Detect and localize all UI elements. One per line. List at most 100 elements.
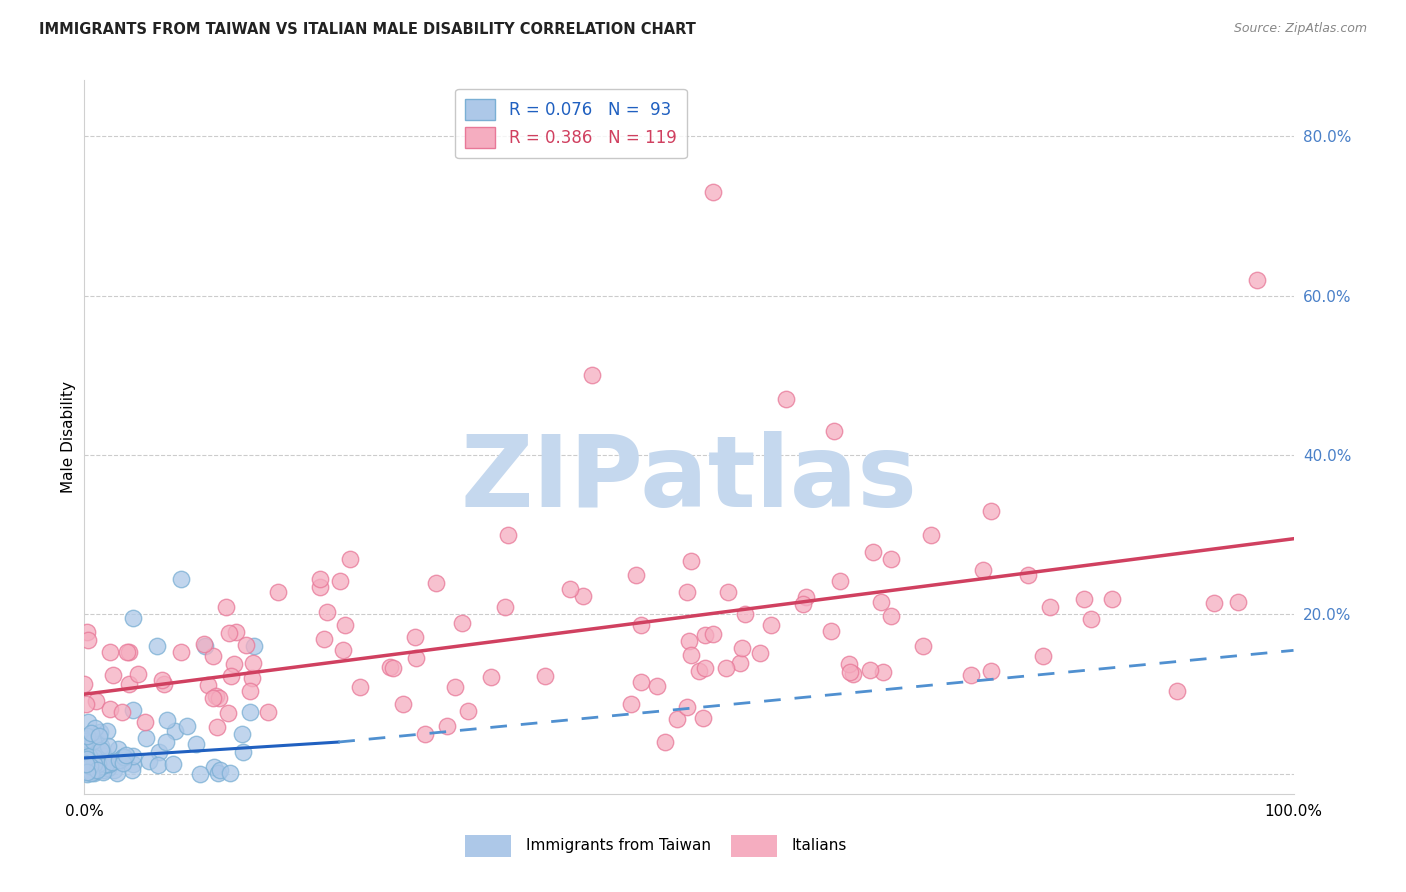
Point — [165, 724, 187, 739]
Point — [333, 618, 356, 632]
Point — [496, 527, 519, 541]
Point — [920, 527, 942, 541]
Point — [155, 735, 177, 749]
Point — [714, 661, 737, 675]
Point — [676, 585, 699, 599]
Point — [688, 664, 710, 678]
Point — [86, 762, 108, 776]
Point — [79, 759, 101, 773]
Point — [731, 640, 754, 655]
Point — [842, 667, 865, 681]
Point — [121, 748, 143, 763]
Point — [118, 645, 141, 659]
Point — [332, 642, 354, 657]
Point — [76, 766, 98, 780]
Point — [108, 753, 131, 767]
Point — [308, 572, 330, 586]
Point — [405, 651, 427, 665]
Point — [77, 632, 100, 647]
Point — [121, 763, 143, 777]
Text: Source: ZipAtlas.com: Source: ZipAtlas.com — [1233, 22, 1367, 36]
Point — [267, 584, 290, 599]
Point — [84, 764, 107, 778]
Point — [830, 574, 852, 589]
Point — [242, 640, 264, 654]
Point — [155, 714, 177, 728]
Point — [676, 700, 699, 714]
Point — [79, 752, 101, 766]
Point — [231, 727, 253, 741]
Point — [624, 567, 647, 582]
Point — [86, 763, 108, 777]
Point — [83, 750, 105, 764]
Point — [76, 765, 98, 780]
Point — [82, 734, 104, 748]
Point — [240, 671, 263, 685]
Point — [84, 694, 107, 708]
Point — [972, 563, 994, 577]
Point — [572, 589, 595, 603]
Point — [111, 756, 134, 771]
Point — [645, 680, 668, 694]
Text: IMMIGRANTS FROM TAIWAN VS ITALIAN MALE DISABILITY CORRELATION CHART: IMMIGRANTS FROM TAIWAN VS ITALIAN MALE D… — [39, 22, 696, 37]
Point — [75, 752, 97, 766]
Point — [107, 741, 129, 756]
FancyBboxPatch shape — [465, 835, 512, 856]
Point — [82, 762, 104, 776]
Point — [79, 744, 101, 758]
Point — [654, 735, 676, 749]
FancyBboxPatch shape — [731, 835, 778, 856]
Point — [170, 572, 193, 586]
Point — [204, 689, 226, 703]
Point — [111, 750, 134, 764]
Point — [581, 368, 603, 383]
Point — [76, 755, 98, 769]
Point — [235, 638, 257, 652]
Point — [880, 609, 903, 624]
Point — [77, 755, 100, 769]
Point — [980, 504, 1002, 518]
Point — [208, 691, 231, 706]
Point — [76, 765, 98, 780]
Point — [457, 704, 479, 718]
Point — [869, 595, 891, 609]
Point — [115, 748, 138, 763]
Point — [630, 618, 652, 632]
Point — [217, 706, 239, 720]
Point — [208, 763, 231, 777]
Point — [392, 698, 415, 712]
Point — [127, 666, 149, 681]
Point — [759, 618, 782, 632]
Legend: R = 0.076   N =  93, R = 0.386   N = 119: R = 0.076 N = 93, R = 0.386 N = 119 — [456, 88, 686, 158]
Point — [378, 660, 401, 674]
Point — [328, 574, 350, 588]
Point — [73, 744, 96, 758]
Point — [681, 554, 703, 568]
Point — [98, 645, 121, 659]
Point — [1073, 592, 1095, 607]
Point — [118, 677, 141, 691]
Point — [219, 765, 242, 780]
Point — [1039, 599, 1062, 614]
Point — [794, 590, 817, 604]
Point — [83, 763, 105, 777]
Point — [76, 730, 98, 744]
Point — [312, 632, 335, 646]
Point — [207, 721, 229, 735]
Point — [1227, 595, 1250, 609]
Point — [222, 657, 245, 672]
Point — [91, 764, 114, 779]
Point — [76, 625, 98, 640]
Point — [215, 599, 238, 614]
Point — [103, 763, 125, 777]
Point — [693, 661, 716, 675]
Point — [79, 731, 101, 746]
Point — [176, 719, 198, 733]
Point — [823, 424, 845, 438]
Point — [436, 719, 458, 733]
Point — [239, 705, 262, 719]
Point — [734, 607, 756, 621]
Point — [339, 551, 361, 566]
Point — [105, 765, 128, 780]
Point — [820, 624, 842, 638]
